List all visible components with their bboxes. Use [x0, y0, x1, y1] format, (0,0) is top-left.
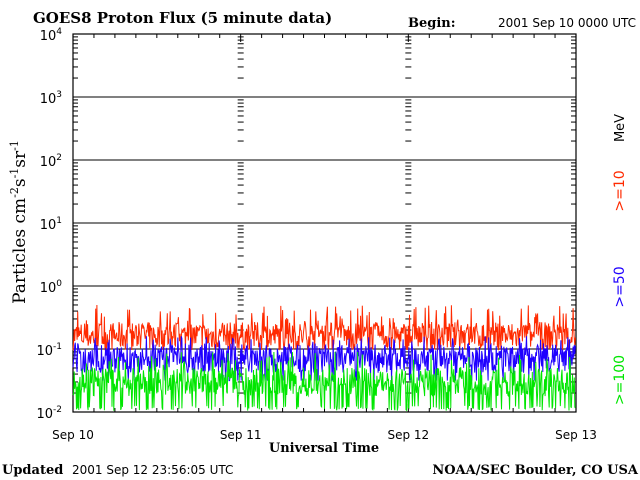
- y-axis-label: Particles cm-2s-1sr-1: [8, 140, 30, 304]
- data-series: [72, 304, 576, 412]
- chart-title: GOES8 Proton Flux (5 minute data): [33, 9, 332, 27]
- x-axis-label: Universal Time: [269, 441, 379, 456]
- ylabel-exp1: -2: [8, 187, 21, 198]
- y-tick-label: 101: [40, 216, 62, 233]
- y-tick-label: 103: [40, 90, 62, 107]
- y-tick-exponent: -2: [53, 405, 62, 415]
- ylabel-mid2: sr: [10, 150, 30, 168]
- ylabel-exp2: -1: [8, 168, 21, 179]
- y-tick-label: 100: [40, 279, 63, 296]
- legend-series-10mev: >=10: [612, 170, 628, 211]
- series-line-10mev: [72, 304, 576, 352]
- x-tick-label: Sep 12: [387, 428, 429, 442]
- credit-text: NOAA/SEC Boulder, CO USA: [432, 463, 639, 478]
- x-tick-label: Sep 11: [220, 428, 262, 442]
- legend-series-50mev: >=50: [612, 266, 628, 307]
- ylabel-base: Particles cm: [10, 198, 30, 304]
- updated-label: Updated: [2, 463, 63, 478]
- ylabel-exp3: -1: [8, 140, 21, 151]
- y-tick-label: 104: [40, 27, 63, 44]
- x-tick-label: Sep 10: [52, 428, 94, 442]
- y-tick-exponent: -1: [53, 342, 62, 352]
- y-tick-exponent: 3: [56, 90, 62, 100]
- y-tick-exponent: 0: [56, 279, 62, 289]
- updated-value: 2001 Sep 12 23:56:05 UTC: [72, 463, 233, 477]
- units-label: MeV: [613, 114, 628, 142]
- series-line-100mev: [72, 351, 576, 412]
- y-tick-exponent: 1: [56, 216, 62, 226]
- legend-series-100mev: >=100: [612, 355, 628, 405]
- series-line-50mev: [72, 336, 576, 382]
- y-tick-exponent: 4: [56, 27, 62, 37]
- y-tick-label: 102: [40, 153, 62, 170]
- ylabel-mid1: s: [10, 178, 30, 187]
- x-tick-label: Sep 13: [555, 428, 597, 442]
- begin-value: 2001 Sep 10 0000 UTC: [498, 16, 636, 30]
- y-tick-exponent: 2: [56, 153, 62, 163]
- y-tick-label: 10-2: [36, 405, 62, 422]
- y-tick-label: 10-1: [36, 342, 62, 359]
- x-tick-labels: Sep 10 Sep 11 Sep 12 Sep 13: [52, 428, 597, 442]
- begin-label: Begin:: [408, 16, 456, 31]
